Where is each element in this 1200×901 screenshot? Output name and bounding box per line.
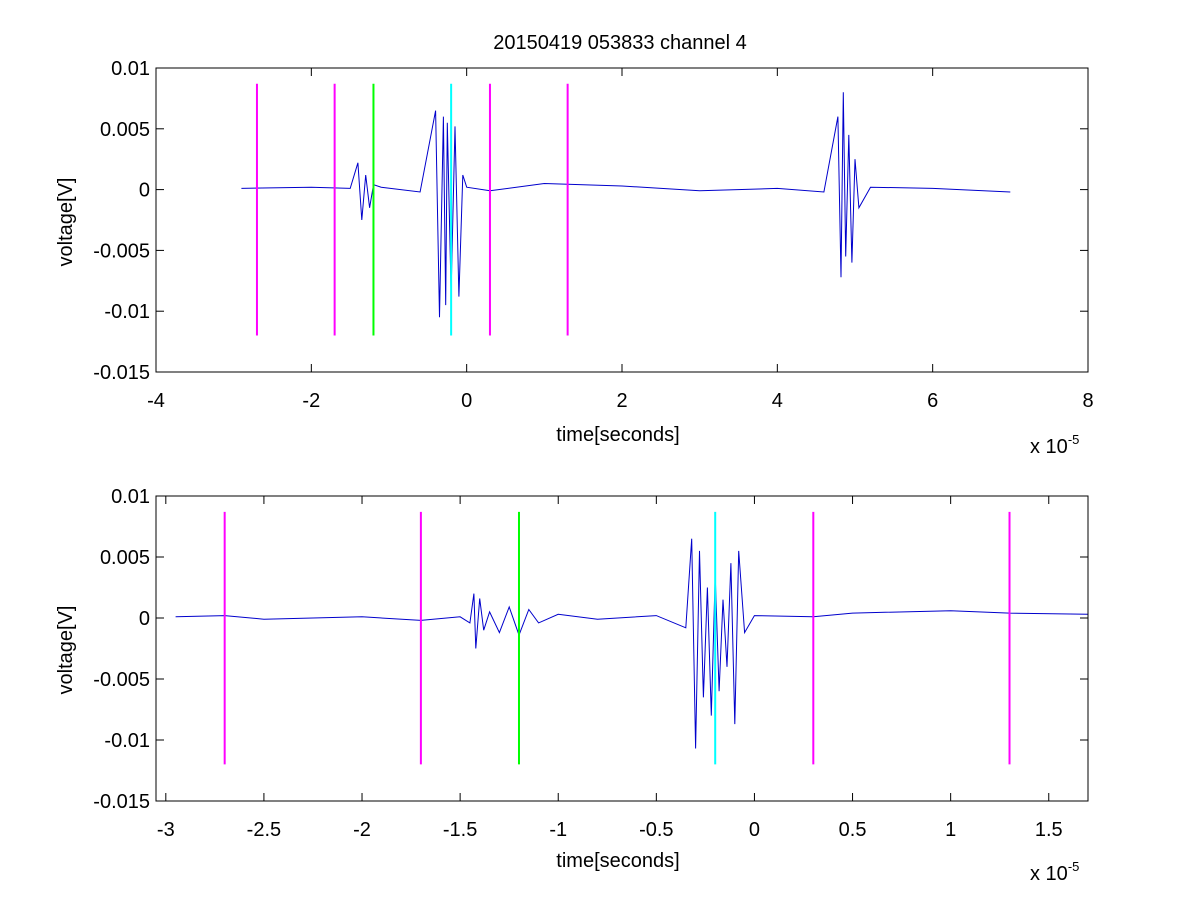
x-tick-label: 6 bbox=[927, 390, 938, 412]
x-tick-label: 1.5 bbox=[1035, 819, 1063, 841]
series-group-top bbox=[241, 92, 1011, 318]
y-tick-label: 0.005 bbox=[100, 547, 150, 569]
y-ticks-bottom: 0.01 0.005 0 -0.005 -0.01 -0.015 bbox=[93, 486, 1088, 813]
x-tick-label: -2.5 bbox=[247, 819, 281, 841]
y-axis-label-bottom: voltage[V] bbox=[55, 606, 77, 695]
x-multiplier-top: x 10-5 bbox=[1030, 432, 1079, 458]
x-multiplier-bottom: x 10-5 bbox=[1030, 859, 1079, 885]
y-tick-label: -0.01 bbox=[104, 301, 150, 323]
x-multiplier-exponent-bottom: -5 bbox=[1068, 859, 1080, 874]
y-tick-label: -0.005 bbox=[93, 669, 150, 691]
x-tick-label: -4 bbox=[147, 390, 165, 412]
x-tick-label: 0.5 bbox=[839, 819, 867, 841]
x-multiplier-base-top: x 10 bbox=[1030, 436, 1068, 458]
y-tick-label: 0 bbox=[139, 608, 150, 630]
y-ticks-top: 0.01 0.005 0 -0.005 -0.01 -0.015 bbox=[93, 58, 1088, 384]
y-tick-label: -0.01 bbox=[104, 730, 150, 752]
x-ticks-top: -4 -2 0 2 4 6 8 bbox=[147, 68, 1094, 412]
y-tick-label: -0.015 bbox=[93, 791, 150, 813]
y-tick-label: 0 bbox=[139, 180, 150, 202]
figure-title: 20150419 053833 channel 4 bbox=[493, 32, 747, 54]
x-axis-label-bottom: time[seconds] bbox=[556, 850, 679, 872]
x-tick-label: -3 bbox=[157, 819, 175, 841]
x-axis-label-top: time[seconds] bbox=[556, 424, 679, 446]
y-axis-label-top: voltage[V] bbox=[55, 178, 77, 267]
y-tick-label: 0.01 bbox=[111, 58, 150, 80]
y-tick-label: -0.015 bbox=[93, 362, 150, 384]
x-tick-label: 2 bbox=[616, 390, 627, 412]
x-multiplier-base-bottom: x 10 bbox=[1030, 863, 1068, 885]
x-multiplier-exponent-top: -5 bbox=[1068, 432, 1080, 447]
chart-panel-bottom: -3 -2.5 -2 -1.5 -1 -0.5 0 0.5 1 1.5 0.01 0.005 0 -0.… bbox=[55, 486, 1089, 885]
y-tick-label: 0.005 bbox=[100, 119, 150, 141]
x-tick-label: -0.5 bbox=[639, 819, 673, 841]
x-ticks-bottom: -3 -2.5 -2 -1.5 -1 -0.5 0 0.5 1 1.5 bbox=[157, 496, 1063, 841]
x-tick-label: 8 bbox=[1082, 390, 1093, 412]
x-tick-label: 1 bbox=[945, 819, 956, 841]
axes-box-bottom bbox=[155, 495, 1089, 802]
series-line bbox=[175, 538, 1089, 749]
x-tick-label: -2 bbox=[353, 819, 371, 841]
x-tick-label: 0 bbox=[749, 819, 760, 841]
x-tick-label: -1.5 bbox=[443, 819, 477, 841]
y-tick-label: 0.01 bbox=[111, 486, 150, 508]
x-tick-label: -2 bbox=[302, 390, 320, 412]
axes-box-top bbox=[155, 67, 1089, 373]
series-group-bottom bbox=[175, 538, 1089, 749]
markers-group-top bbox=[255, 83, 569, 336]
y-tick-label: -0.005 bbox=[93, 240, 150, 262]
x-tick-label: 4 bbox=[772, 390, 783, 412]
series-line bbox=[241, 92, 1011, 318]
markers-group-bottom bbox=[223, 511, 1011, 765]
x-tick-label: 0 bbox=[461, 390, 472, 412]
chart-panel-top: -4 -2 0 2 4 6 8 0.01 0.005 0 -0.005 -0.01 -0.015 ti… bbox=[55, 58, 1094, 458]
x-tick-label: -1 bbox=[549, 819, 567, 841]
